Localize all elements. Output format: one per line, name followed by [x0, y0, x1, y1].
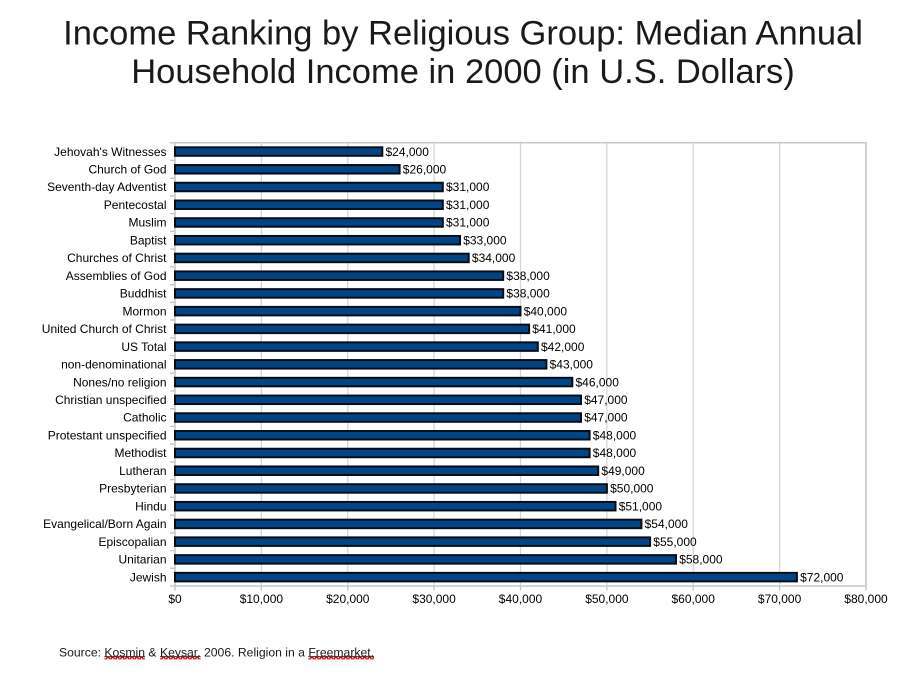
svg-text:$47,000: $47,000 — [584, 393, 628, 407]
svg-text:$60,000: $60,000 — [672, 592, 716, 606]
svg-text:Assemblies of God: Assemblies of God — [66, 269, 167, 283]
svg-text:Buddhist: Buddhist — [120, 287, 167, 301]
svg-text:$58,000: $58,000 — [679, 553, 723, 567]
svg-text:Baptist: Baptist — [130, 233, 167, 247]
svg-text:Hindu: Hindu — [135, 499, 166, 513]
svg-text:Mormon: Mormon — [122, 304, 166, 318]
svg-text:Protestant unspecified: Protestant unspecified — [48, 429, 167, 443]
svg-text:Catholic: Catholic — [123, 411, 166, 425]
svg-text:Presbyterian: Presbyterian — [99, 482, 166, 496]
svg-text:$31,000: $31,000 — [446, 198, 490, 212]
svg-text:Pentecostal: Pentecostal — [104, 198, 167, 212]
svg-text:$40,000: $40,000 — [499, 592, 543, 606]
svg-text:$43,000: $43,000 — [550, 358, 594, 372]
svg-text:Jehovah's Witnesses: Jehovah's Witnesses — [54, 145, 166, 159]
svg-text:$10,000: $10,000 — [240, 592, 284, 606]
svg-text:Nones/no religion: Nones/no religion — [73, 375, 166, 389]
svg-text:Evangelical/Born Again: Evangelical/Born Again — [43, 517, 166, 531]
svg-text:United Church of Christ: United Church of Christ — [42, 322, 167, 336]
svg-text:$24,000: $24,000 — [386, 145, 430, 159]
svg-text:Churches of Christ: Churches of Christ — [67, 251, 167, 265]
svg-text:$41,000: $41,000 — [532, 322, 576, 336]
svg-text:$40,000: $40,000 — [524, 304, 568, 318]
svg-text:$51,000: $51,000 — [619, 499, 663, 513]
svg-text:$0: $0 — [168, 592, 182, 606]
svg-text:Household Income in 2000 (in U: Household Income in 2000 (in U.S. Dollar… — [131, 53, 795, 91]
svg-text:US Total: US Total — [121, 340, 166, 354]
svg-text:$55,000: $55,000 — [653, 535, 697, 549]
svg-text:Church of God: Church of God — [88, 163, 166, 177]
svg-text:$26,000: $26,000 — [403, 163, 447, 177]
svg-text:$38,000: $38,000 — [506, 287, 550, 301]
svg-text:$54,000: $54,000 — [645, 517, 689, 531]
svg-text:$47,000: $47,000 — [584, 411, 628, 425]
svg-text:$20,000: $20,000 — [326, 592, 370, 606]
svg-text:Source: Kosmin & Keysar. 2006.: Source: Kosmin & Keysar. 2006. Religion … — [59, 645, 374, 659]
svg-text:$30,000: $30,000 — [412, 592, 456, 606]
svg-text:non-denominational: non-denominational — [61, 358, 166, 372]
svg-text:$34,000: $34,000 — [472, 251, 516, 265]
svg-text:Unitarian: Unitarian — [118, 553, 166, 567]
svg-text:Episcopalian: Episcopalian — [98, 535, 166, 549]
svg-text:$80,000: $80,000 — [844, 592, 888, 606]
svg-text:$72,000: $72,000 — [800, 570, 844, 584]
svg-text:Lutheran: Lutheran — [119, 464, 166, 478]
svg-text:$46,000: $46,000 — [576, 375, 620, 389]
svg-text:$38,000: $38,000 — [506, 269, 550, 283]
svg-text:$42,000: $42,000 — [541, 340, 585, 354]
svg-text:$49,000: $49,000 — [601, 464, 645, 478]
svg-text:$48,000: $48,000 — [593, 429, 637, 443]
svg-text:Methodist: Methodist — [114, 446, 167, 460]
svg-text:$31,000: $31,000 — [446, 216, 490, 230]
svg-text:$50,000: $50,000 — [585, 592, 629, 606]
svg-text:Christian unspecified: Christian unspecified — [55, 393, 166, 407]
svg-text:$48,000: $48,000 — [593, 446, 637, 460]
svg-text:$50,000: $50,000 — [610, 482, 654, 496]
svg-text:Income Ranking by Religious Gr: Income Ranking by Religious Group: Media… — [63, 15, 863, 53]
svg-text:$70,000: $70,000 — [758, 592, 802, 606]
svg-text:$31,000: $31,000 — [446, 180, 490, 194]
svg-text:Seventh-day Adventist: Seventh-day Adventist — [47, 180, 167, 194]
svg-text:$33,000: $33,000 — [463, 233, 507, 247]
svg-text:Muslim: Muslim — [129, 216, 167, 230]
svg-text:Jewish: Jewish — [130, 570, 167, 584]
